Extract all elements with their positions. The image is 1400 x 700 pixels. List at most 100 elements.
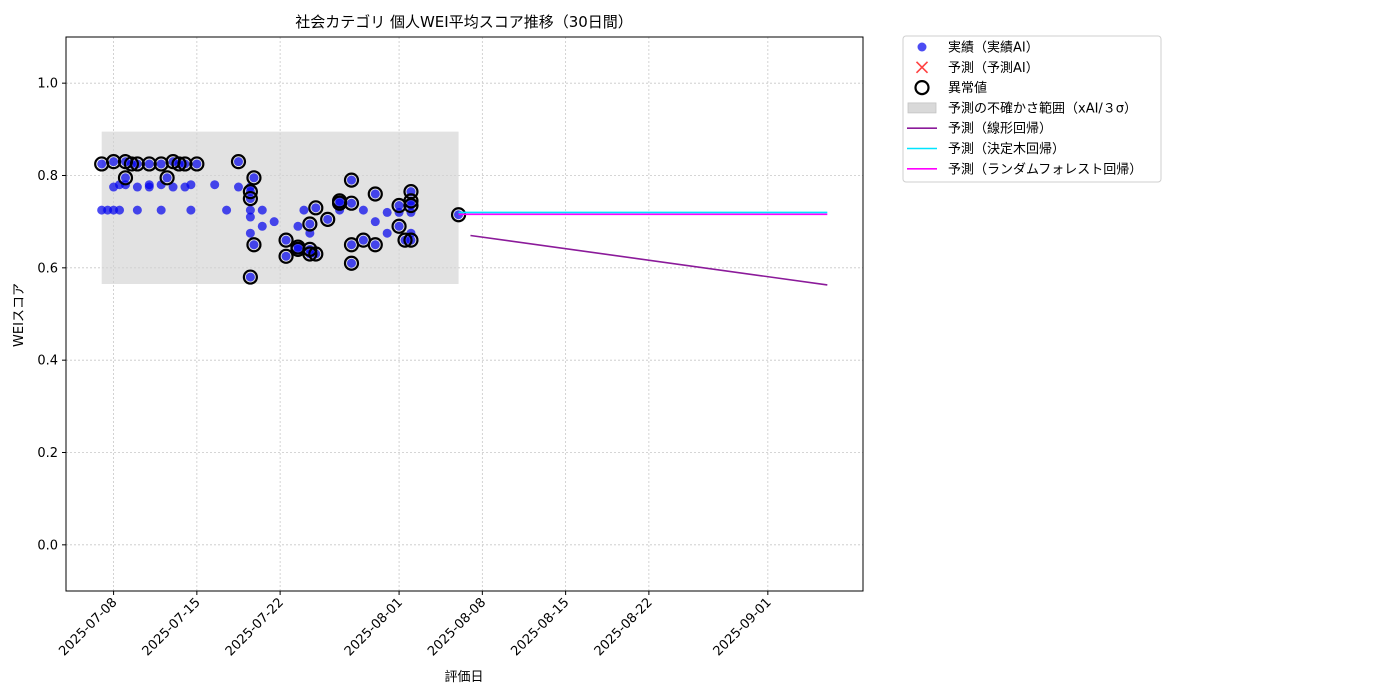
legend-x-icon: [915, 61, 929, 74]
anomaly-marker: [308, 246, 324, 262]
x-tick-label: 2025-08-08: [425, 595, 489, 659]
anomaly-marker: [308, 200, 324, 216]
y-tick-label: 1.0: [37, 77, 58, 92]
actual-point: [222, 205, 232, 215]
anomaly-marker: [320, 211, 336, 227]
anomaly-marker: [242, 190, 258, 207]
y-axis-title: WEIスコア: [12, 283, 27, 347]
anomaly-marker: [177, 156, 193, 172]
actual-point: [162, 173, 172, 183]
anomaly-marker: [123, 156, 140, 172]
actual-point: [245, 212, 255, 222]
actual-point: [281, 251, 291, 261]
legend-dot-icon: [917, 42, 927, 52]
anomaly-marker: [129, 156, 145, 172]
y-tick-label: 0.4: [37, 354, 58, 369]
forecast-line: [470, 234, 828, 286]
actual-point: [186, 180, 196, 190]
anomaly-marker: [242, 184, 258, 200]
y-ticks: 0.0 0.2 0.4 0.6 0.8 1.0: [37, 77, 66, 553]
anomaly-marker: [171, 156, 187, 172]
anomaly-marker: [331, 195, 348, 211]
actual-point: [144, 159, 154, 169]
actual-point: [305, 219, 315, 229]
actual-point: [233, 157, 243, 167]
anomaly-marker: [302, 246, 318, 262]
x-tick-label: 2025-07-22: [223, 595, 287, 659]
actual-point: [311, 203, 321, 213]
actual-point: [358, 205, 368, 215]
actual-point: [132, 205, 142, 215]
actual-point: [233, 182, 243, 192]
actual-point: [245, 228, 255, 238]
anomaly-marker: [278, 232, 294, 248]
anomaly-marker: [343, 172, 360, 188]
actual-point: [394, 221, 404, 231]
actual-point: [192, 159, 202, 169]
anomaly-marker: [278, 248, 294, 264]
axes: [65, 36, 864, 592]
actual-point: [358, 235, 368, 245]
y-tick-label: 0.6: [37, 261, 58, 276]
actual-point: [335, 198, 345, 208]
anomaly-marker: [403, 197, 419, 214]
anomaly-marker: [403, 232, 419, 248]
actual-point: [281, 235, 291, 245]
actual-point: [186, 205, 196, 215]
actual-point: [257, 221, 267, 231]
anomaly-marker: [367, 237, 383, 253]
chart-title: 社会カテゴリ 個人WEI平均スコア推移（30日間）: [295, 13, 633, 31]
legend-label: 予測（決定木回帰）: [948, 141, 1065, 157]
actual-point: [346, 240, 356, 250]
actual-point: [323, 214, 333, 224]
plot-background: [66, 37, 863, 591]
x-tick-label: 2025-08-01: [342, 595, 406, 659]
actual-point: [249, 240, 259, 250]
actual-point: [120, 173, 130, 183]
anomaly-marker: [403, 193, 419, 209]
anomaly-marker: [159, 170, 175, 186]
actual-point: [156, 159, 166, 169]
actual-point: [269, 217, 279, 227]
actual-point: [293, 244, 303, 254]
actual-point: [245, 205, 255, 215]
actual-point: [346, 198, 356, 208]
y-tick-label: 0.8: [37, 169, 58, 184]
legend-band-icon: [907, 102, 937, 114]
actual-point: [156, 205, 166, 215]
y-tick-label: 0.2: [37, 446, 58, 461]
anomaly-marker: [367, 186, 383, 202]
legend-label: 予測（ランダムフォレスト回帰）: [948, 161, 1142, 177]
anomaly-marker: [242, 269, 258, 285]
x-tick-label: 2025-07-15: [140, 595, 204, 659]
x-axis-title: 評価日: [444, 670, 483, 685]
x-tick-label: 2025-08-15: [508, 595, 572, 659]
points-layer: [94, 154, 467, 285]
actual-point: [346, 258, 356, 268]
anomaly-marker: [343, 255, 360, 271]
actual-point: [144, 180, 154, 190]
x-tick-label: 2025-08-22: [592, 595, 656, 659]
legend-ring-icon: [914, 79, 930, 96]
forecast-lines-layer: [458, 211, 828, 286]
actual-point: [249, 173, 259, 183]
anomaly-marker: [117, 170, 134, 186]
anomaly-marker: [230, 154, 247, 170]
actual-point: [299, 205, 309, 215]
legend-label: 異常値: [948, 80, 987, 96]
actual-point: [109, 157, 119, 167]
anomaly-marker: [343, 195, 360, 211]
x-tick-label: 2025-09-01: [711, 595, 775, 659]
actual-point: [115, 205, 125, 215]
legend-label: 予測の不確かさ範囲（xAI/３σ）: [948, 100, 1137, 116]
axes-frame: [65, 36, 864, 592]
legend-label: 実績（実績AI）: [948, 40, 1039, 56]
anomaly-marker: [397, 232, 413, 248]
anomaly-marker: [302, 216, 318, 232]
y-tick-label: 0.0: [37, 538, 58, 553]
anomaly-marker: [141, 156, 157, 172]
anomaly-marker: [105, 154, 122, 170]
legend-frame: [902, 35, 1162, 183]
